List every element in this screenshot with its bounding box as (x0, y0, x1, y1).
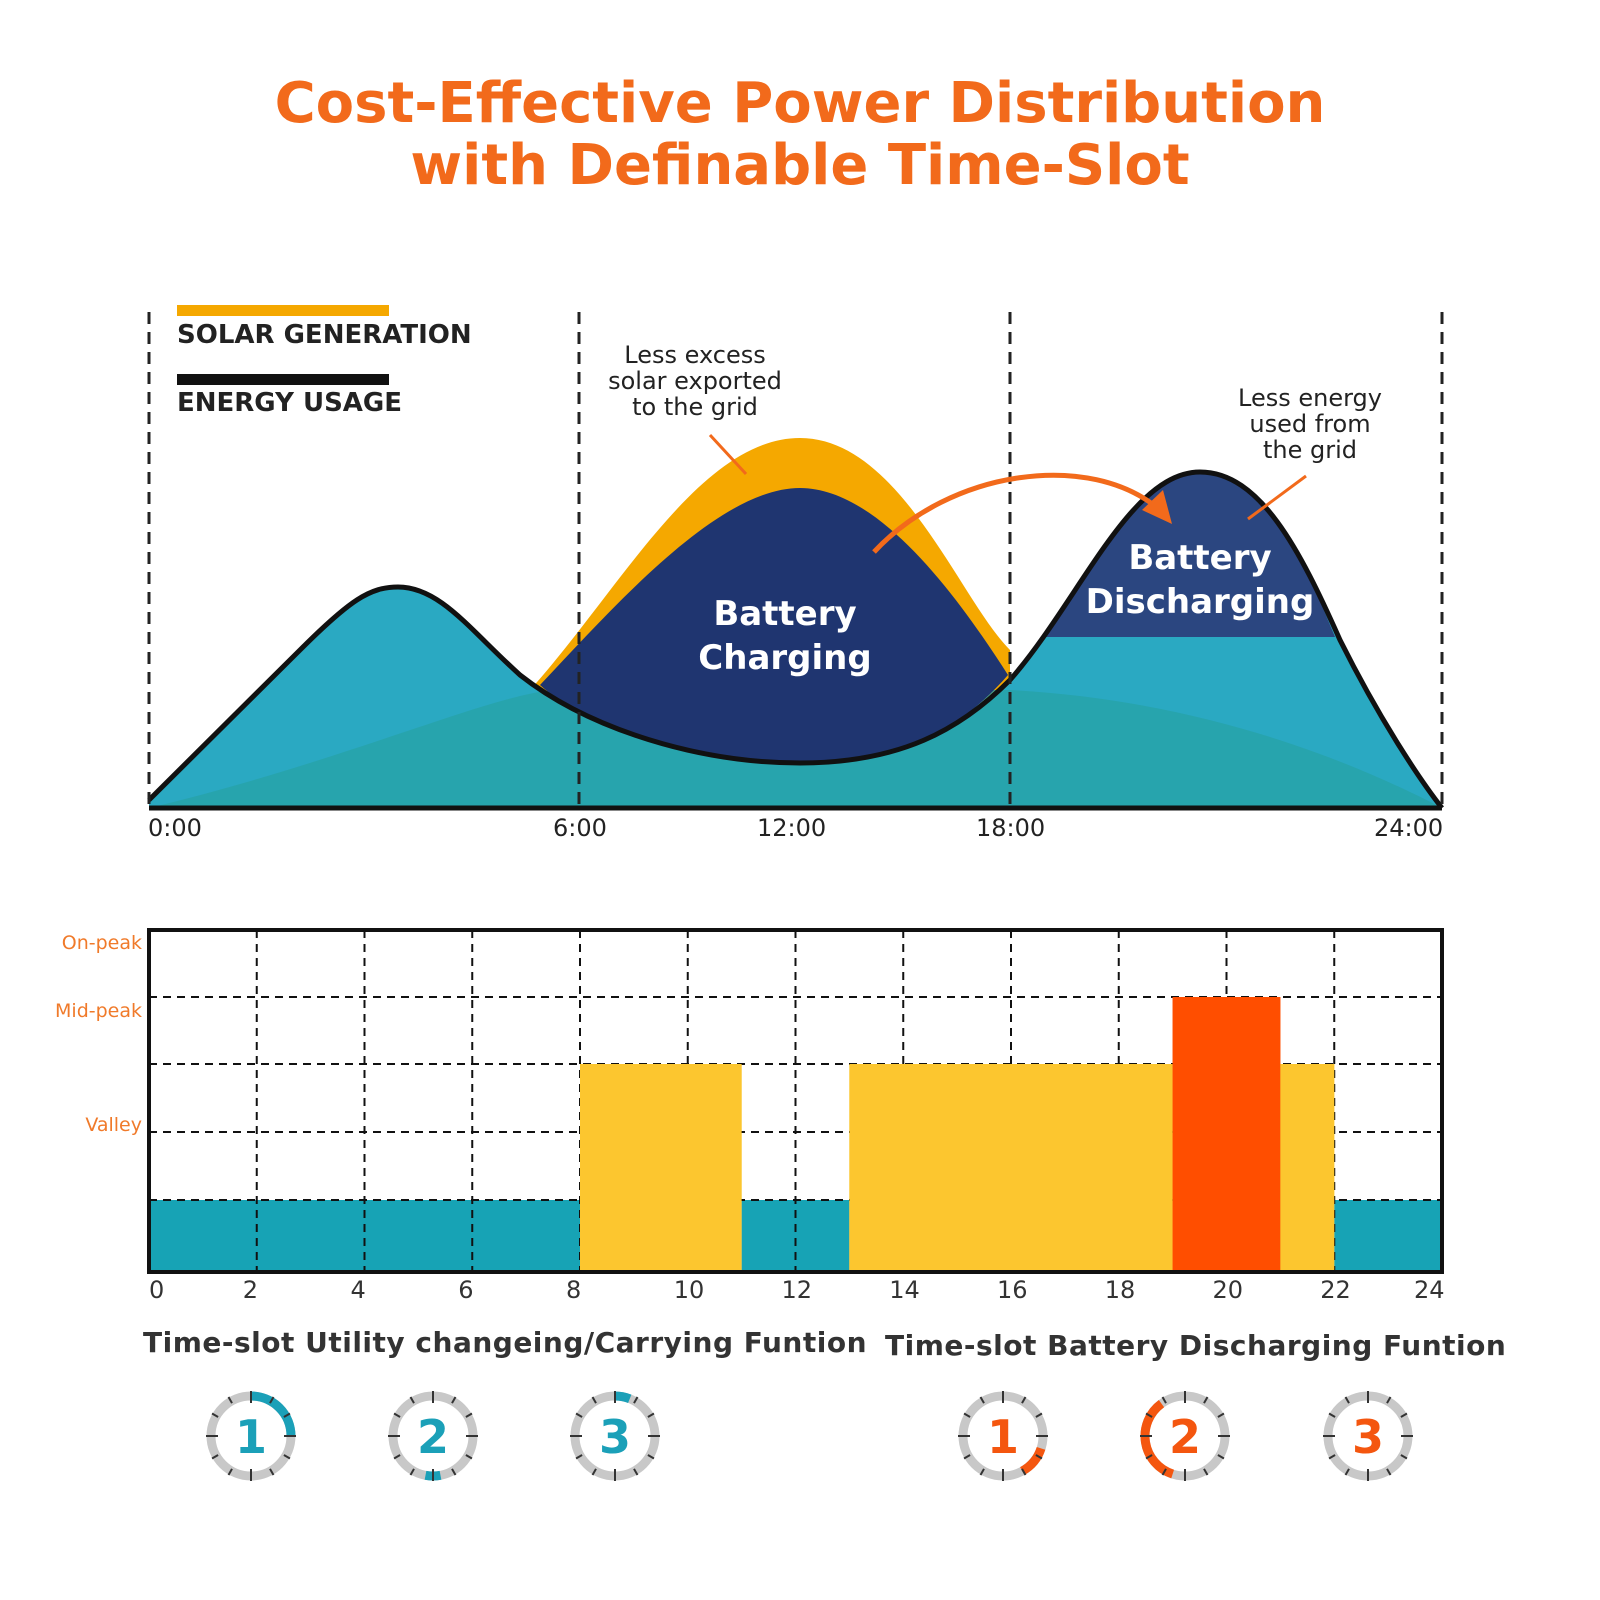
battery-discharging-area (1043, 472, 1335, 637)
annotation-solar: Less excess solar exported to the grid (590, 342, 800, 420)
x-tick: 0:00 (148, 814, 202, 842)
caption-utility: Time-slot Utility changeing/Carrying Fun… (143, 1326, 867, 1359)
x-tick: 12:00 (757, 814, 827, 842)
x-tick: 16 (997, 1276, 1028, 1304)
x-tick: 24 (1414, 1276, 1445, 1304)
title-line-1: Cost-Effective Power Distribution (274, 71, 1326, 136)
usage-line (147, 469, 1444, 810)
tariff-segment (1334, 1200, 1442, 1272)
x-tick: 18 (1104, 1276, 1136, 1304)
battery-charging-label: Battery Charging (680, 592, 890, 680)
arrowhead-icon (1142, 490, 1172, 524)
x-tick: 2 (242, 1276, 259, 1304)
label-line: Battery (1128, 538, 1272, 578)
dial-number: 1 (235, 1410, 267, 1464)
energy-curve-chart (147, 305, 1444, 811)
battery-discharging-label: Battery Discharging (1080, 536, 1320, 624)
x-tick: 6 (458, 1276, 474, 1304)
annotation-line: the grid (1262, 436, 1358, 464)
dial-number: 2 (417, 1410, 449, 1464)
tariff-bar (580, 1064, 742, 1272)
annotation-line: Less excess (624, 341, 766, 369)
tariff-bar (1280, 1064, 1335, 1272)
caption-discharging: Time-slot Battery Discharging Funtion (885, 1329, 1507, 1362)
x-tick: 14 (889, 1276, 920, 1304)
dial-number: 2 (1169, 1410, 1201, 1464)
timer-dial-icon: 1 (958, 1391, 1048, 1481)
annotation-line: to the grid (632, 393, 758, 421)
x-tick: 6:00 (553, 814, 607, 842)
annotation-grid: Less energy used from the grid (1215, 385, 1405, 463)
x-tick: 8 (566, 1276, 582, 1304)
annotation-pointer (1247, 474, 1307, 521)
plot-frame (147, 928, 1444, 1274)
x-tick: 24:00 (1374, 814, 1444, 842)
x-tick: 18:00 (976, 814, 1046, 842)
title-line-2: with Definable Time-Slot (410, 133, 1190, 198)
y-label-on-peak: On-peak (61, 932, 142, 954)
legend-usage-label: ENERGY USAGE (177, 388, 403, 418)
tariff-bar (1172, 997, 1281, 1272)
label-line: Battery (713, 594, 857, 634)
label-line: Discharging (1085, 582, 1315, 622)
timer-dial-icon: 3 (570, 1391, 660, 1481)
x-tick: 22 (1320, 1276, 1351, 1304)
x-tick: 12 (781, 1276, 813, 1304)
timer-dial-icon: 3 (1323, 1391, 1413, 1481)
annotation-pointer (708, 433, 748, 476)
dial-number: 3 (1352, 1410, 1384, 1464)
annotation-line: used from (1249, 410, 1371, 438)
annotation-line: solar exported (608, 367, 782, 395)
timer-dial-icon: 2 (1140, 1391, 1230, 1481)
legend-solar-label: SOLAR GENERATION (177, 320, 472, 350)
y-label-valley: Valley (85, 1114, 142, 1136)
timer-dial-icon: 2 (388, 1391, 478, 1481)
dial-number: 1 (987, 1410, 1019, 1464)
legend-solar-swatch (177, 305, 389, 316)
transfer-arrow (872, 472, 1162, 554)
timer-dial-icon: 1 (206, 1391, 296, 1481)
x-tick: 10 (673, 1276, 705, 1304)
label-line: Charging (698, 638, 872, 678)
y-label-mid-peak: Mid-peak (55, 1000, 142, 1022)
tariff-bar (849, 1064, 1173, 1272)
legend-usage-swatch (177, 374, 389, 385)
battery-charging-area (540, 488, 1008, 763)
annotation-line: Less energy (1238, 384, 1382, 412)
x-tick: 0 (149, 1276, 165, 1304)
x-tick: 4 (350, 1276, 366, 1304)
tariff-chart (147, 928, 1444, 1274)
x-tick: 20 (1212, 1276, 1244, 1304)
dial-number: 3 (599, 1410, 631, 1464)
